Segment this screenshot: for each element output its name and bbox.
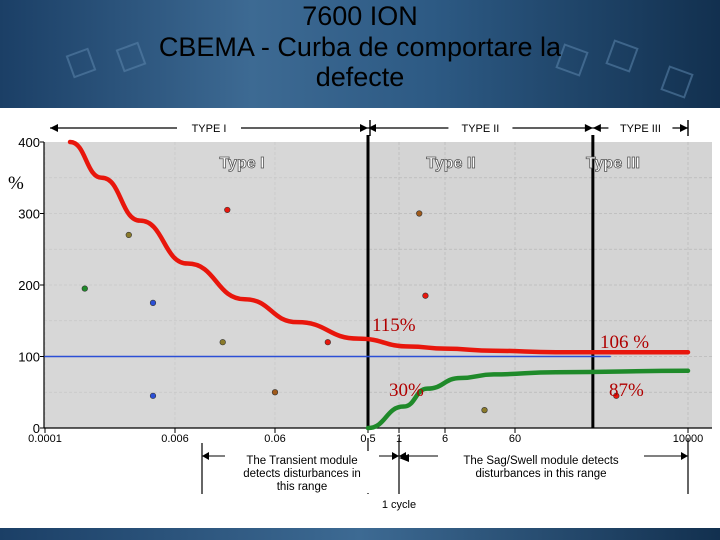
arrow-head [202,452,209,460]
sagswell-range-label: The Sag/Swell module detects disturbances… [463,455,619,480]
event-point [481,407,488,414]
one-cycle-label: 1 cycle [382,499,416,511]
event-point [125,231,132,239]
annotation-lower-type-ii: 30% [389,380,424,401]
transient-range-label-line: detects disturbances in [243,468,361,480]
y-tick-label: 300 [18,207,40,222]
x-tick-label: 60 [509,433,521,445]
arrow-head [680,124,688,132]
series-upper-line [67,139,691,355]
region-header-label: TYPE I [192,123,227,135]
x-tick-label: 0.006 [161,433,189,445]
event-point [422,292,429,299]
header-decoration [65,39,694,99]
y-tick-label: 200 [18,278,40,293]
event-point [219,339,226,346]
y-tick-label: 100 [18,350,40,365]
transient-range-label: The Transient module detects disturbances… [243,455,361,493]
region-header-label: TYPE III [620,123,661,135]
x-tick-label: 0.06 [264,433,285,445]
region-type-i-shade [44,142,368,428]
arrow-head [368,124,376,132]
event-point [613,392,620,399]
arrow-head [392,452,399,460]
range-text-bg [438,451,644,481]
transient-range-label-line: The Transient module [246,455,357,467]
slide-title-line-1: 7600 ION [302,1,418,31]
region-header-bg [177,121,241,135]
arrow-head [50,124,58,132]
event-point [149,392,157,399]
y-tick-label: 400 [18,135,40,150]
cycle-arrow-right [399,454,409,462]
transient-range-label-line: this range [277,481,328,493]
y-axis-unit-label: % [8,173,24,194]
annotation-upper-type-ii: 115% [372,315,416,336]
arrow-head [360,124,368,132]
region-label: Type III [586,155,640,172]
series-lower-line [365,368,691,431]
event-point [324,339,331,346]
event-point [149,299,157,306]
arrow-head [681,452,688,460]
cbema-chart: TYPE I Type I TYPE II Type II TYPE III Type I… [8,120,712,511]
slide-title-line-2: CBEMA - Curba de comportare la [158,32,562,62]
x-tick-label: 0.0001 [28,433,62,445]
region-label: Type I [219,155,264,172]
annotation-upper-type-iii: 106 % [600,332,649,353]
slide-title-line-3: defecte [315,62,405,92]
range-text-bg [225,451,379,493]
slide-footer-bar [0,528,720,540]
region-header-bg [608,121,673,135]
event-point [224,206,231,214]
arrow-head [584,124,593,132]
region-header-label: TYPE II [461,123,499,135]
x-tick-label: 6 [442,433,448,445]
y-tick-label: 0 [33,421,40,436]
event-point [416,210,423,217]
region-header-bg [448,121,513,135]
arrow-head [592,124,601,132]
event-point [271,389,279,396]
slide-header: 7600 ION CBEMA - Curba de comportare la … [0,0,720,108]
sagswell-range-label-line: The Sag/Swell module detects [463,455,619,467]
event-point [81,285,88,292]
sagswell-range-label-line: disturbances in this range [475,468,606,480]
annotation-lower-type-iii: 87% [609,380,644,401]
region-label: Type II [426,155,476,172]
